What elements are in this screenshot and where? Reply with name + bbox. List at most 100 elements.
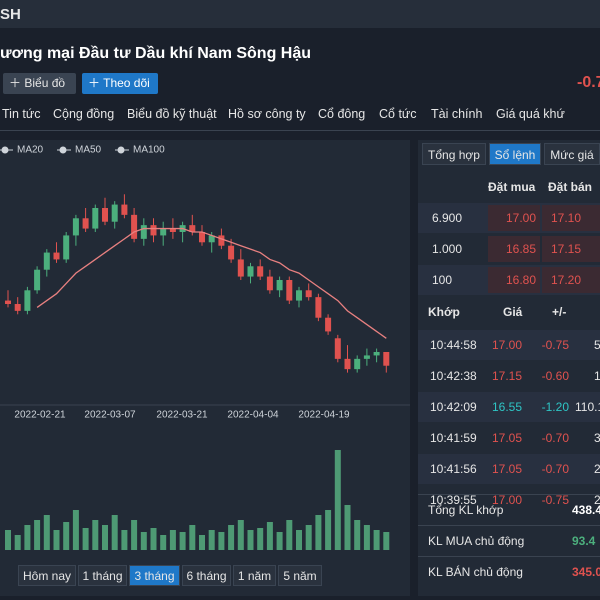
- book-tab[interactable]: Mức giá: [544, 143, 600, 165]
- trade-time: 10:42:38: [430, 369, 477, 383]
- book-header: Đặt mua: [488, 180, 536, 194]
- trade-header: Khớp: [428, 305, 460, 319]
- volume-bar: [5, 530, 11, 550]
- summary-divider: [418, 556, 600, 557]
- candle-body: [24, 290, 31, 311]
- summary-label: Tổng KL khớp: [428, 503, 504, 517]
- volume-bar: [189, 525, 196, 550]
- nav-tab[interactable]: Hồ sơ công ty: [228, 107, 306, 121]
- range-button[interactable]: 5 năm: [278, 565, 322, 586]
- candle-body: [247, 266, 254, 277]
- trade-volume: 2.1: [594, 493, 600, 507]
- summary-value: 345.0: [572, 565, 600, 579]
- trade-time: 10:41:56: [430, 462, 477, 476]
- price-change: -0.7: [577, 74, 600, 91]
- candle-body: [315, 297, 322, 318]
- volume-bar: [296, 530, 302, 550]
- trade-row: [418, 392, 600, 422]
- candle-body: [169, 228, 176, 232]
- candle-body: [325, 317, 332, 332]
- range-button[interactable]: 1 tháng: [78, 565, 127, 586]
- book-tab[interactable]: Tổng hợp: [422, 143, 486, 165]
- trade-row: [418, 485, 600, 515]
- volume-bar: [373, 530, 380, 550]
- candle-body: [208, 235, 215, 243]
- book-volume: 6.900: [432, 211, 463, 225]
- candle-body: [334, 338, 341, 359]
- candle-body: [14, 304, 21, 311]
- summary-divider: [418, 494, 600, 495]
- legend-dot: [59, 146, 67, 154]
- volume-bar: [24, 525, 31, 550]
- trade-volume: 3.1: [594, 431, 600, 445]
- company-title: ương mại Đầu tư Dầu khí Nam Sông Hậu: [0, 45, 312, 62]
- summary-value: 438.4: [572, 503, 600, 517]
- top-bar: [0, 0, 600, 28]
- follow-button[interactable]: ＋ Theo dõi: [82, 73, 158, 94]
- candle-body: [286, 280, 293, 301]
- x-tick-label: 2022-04-19: [298, 410, 350, 421]
- range-button[interactable]: Hôm nay: [18, 565, 76, 586]
- candle-body: [150, 225, 157, 236]
- ask-price: 17.20: [551, 273, 582, 287]
- volume-bar: [131, 520, 138, 550]
- volume-bar: [14, 535, 21, 550]
- volume-bar: [228, 525, 235, 550]
- trade-volume: 1: [594, 369, 600, 383]
- legend-label: MA20: [17, 145, 44, 156]
- range-button[interactable]: 1 năm: [233, 565, 276, 586]
- nav-tab[interactable]: Tin tức: [2, 107, 41, 121]
- trade-row: [418, 361, 600, 391]
- volume-bar: [121, 530, 128, 550]
- candle-body: [5, 300, 11, 304]
- nav-tab[interactable]: Giá quá khứ: [496, 107, 565, 121]
- candle-body: [43, 252, 50, 270]
- chart: MA20 MA50 MA100 2022-02-21 2022-03-07 2022-03…: [0, 145, 410, 550]
- nav-tab[interactable]: Cổ tức: [379, 107, 417, 121]
- summary-label: KL BÁN chủ động: [428, 565, 523, 579]
- nav-tab[interactable]: Cộng đồng: [53, 107, 115, 121]
- nav-tab[interactable]: Cổ đông: [318, 107, 366, 121]
- trade-time: 10:44:58: [430, 338, 477, 352]
- candle-body: [131, 214, 138, 239]
- volume-bar: [363, 525, 370, 550]
- nav-tab[interactable]: Biểu đồ kỹ thuật: [127, 107, 217, 121]
- nav-tab[interactable]: Tài chính: [431, 107, 483, 121]
- range-button[interactable]: 6 tháng: [182, 565, 231, 586]
- trade-change: -0.70: [541, 431, 569, 445]
- trade-change: -1.20: [541, 400, 569, 414]
- ask-price: 17.15: [551, 242, 582, 256]
- x-tick-label: 2022-03-07: [84, 410, 136, 421]
- volume-bar: [237, 520, 244, 550]
- candle-body: [276, 280, 283, 291]
- volume-bar: [111, 515, 118, 550]
- candle-body: [228, 245, 235, 260]
- summary-divider: [418, 525, 600, 526]
- volume-bar: [43, 515, 50, 550]
- bid-cell: [488, 205, 540, 231]
- ask-cell: [542, 205, 600, 231]
- ask-cell: [542, 267, 600, 293]
- candle-body: [121, 204, 128, 215]
- trade-price: 17.00: [492, 493, 523, 507]
- volume-bar: [179, 532, 186, 550]
- divider: [0, 130, 600, 131]
- chart-button[interactable]: ＋ Biểu đồ: [3, 73, 76, 94]
- volume-bar: [160, 535, 167, 550]
- candle-body: [82, 218, 89, 229]
- x-tick-label: 2022-04-04: [227, 410, 279, 421]
- trade-price: 17.05: [492, 431, 523, 445]
- button-label: Biểu đồ: [24, 76, 66, 90]
- trade-price: 16.55: [492, 400, 523, 414]
- volume-bar: [325, 510, 332, 550]
- candle-body: [92, 208, 99, 229]
- range-button[interactable]: 3 tháng: [129, 565, 180, 586]
- volume-bar: [72, 510, 79, 550]
- book-tab[interactable]: Sổ lệnh: [489, 143, 541, 165]
- trade-change: -0.75: [541, 338, 569, 352]
- volume-bar: [34, 520, 41, 550]
- candle-body: [266, 276, 273, 291]
- candle-body: [257, 266, 264, 277]
- volume-bar: [199, 535, 205, 550]
- legend-label: MA50: [75, 145, 102, 156]
